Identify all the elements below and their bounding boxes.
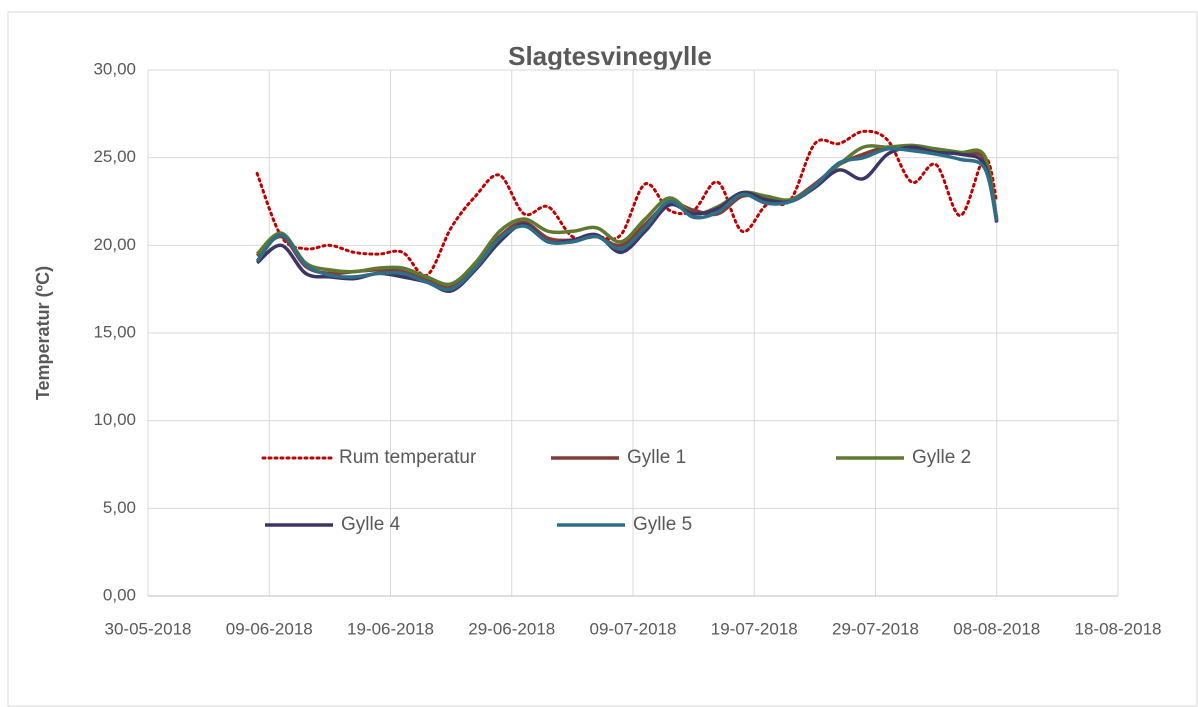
x-tick-label: 08-08-2018 <box>953 619 1040 638</box>
x-tick-label: 19-07-2018 <box>711 619 798 638</box>
y-axis-label: Temperatur (ºC) <box>33 266 53 400</box>
x-tick-label: 18-08-2018 <box>1075 619 1162 638</box>
y-tick-label: 15,00 <box>93 322 136 341</box>
legend-label: Rum temperatur <box>339 447 477 468</box>
y-tick-label: 10,00 <box>93 410 136 429</box>
y-tick-label: 20,00 <box>93 235 136 254</box>
y-tick-label: 25,00 <box>93 147 136 166</box>
x-tick-label: 09-07-2018 <box>590 619 677 638</box>
legend-label: Gylle 4 <box>341 514 401 535</box>
x-tick-label: 29-07-2018 <box>832 619 919 638</box>
chart-title: Slagtesvinegylle <box>508 41 712 71</box>
y-tick-label: 5,00 <box>103 498 136 517</box>
x-tick-label: 19-06-2018 <box>347 619 434 638</box>
series-line <box>255 146 999 292</box>
x-tick-label: 30-05-2018 <box>105 619 192 638</box>
x-tick-label: 29-06-2018 <box>468 619 555 638</box>
legend-label: Gylle 1 <box>627 447 686 468</box>
legend-label: Gylle 2 <box>912 447 971 468</box>
y-tick-label: 30,00 <box>93 59 136 78</box>
chart-frame <box>7 11 1198 707</box>
legend-label: Gylle 5 <box>633 514 692 535</box>
x-tick-label: 09-06-2018 <box>226 619 313 638</box>
series-line <box>255 129 999 277</box>
y-tick-label: 0,00 <box>103 585 136 604</box>
